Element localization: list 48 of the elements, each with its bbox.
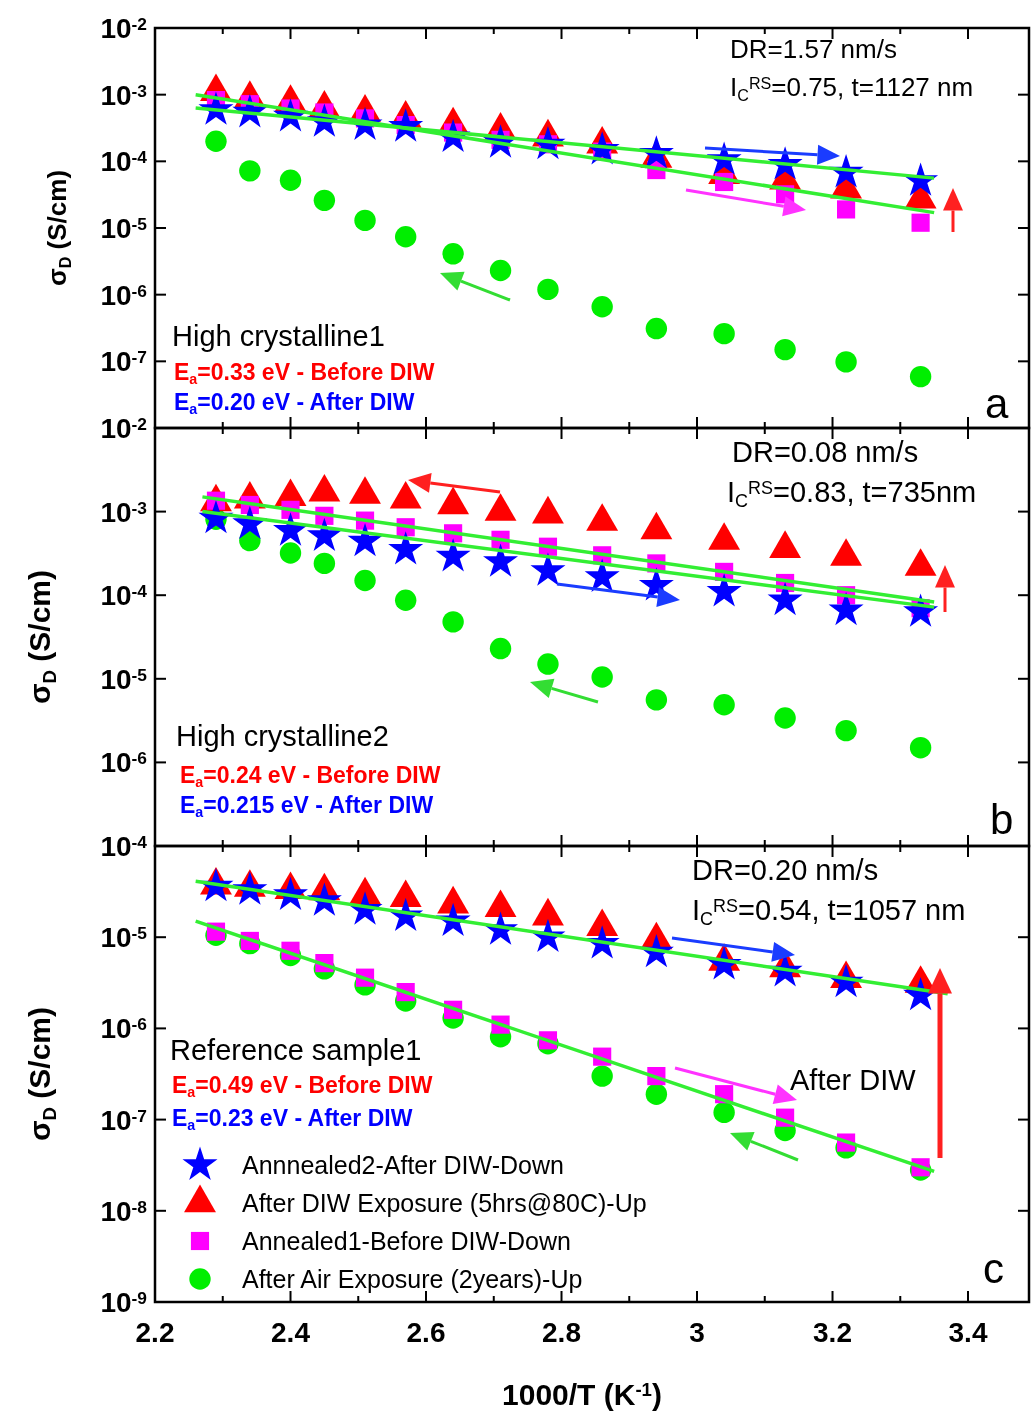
annotation: b (990, 796, 1014, 843)
legend-label: Annealed1-Before DIW-Down (242, 1227, 571, 1255)
annotation: E$_{a}$=0.49 eV - Before DIW (172, 1072, 433, 1101)
x-tick-label: 3.4 (948, 1317, 988, 1348)
annotation: Reference sample1 (170, 1034, 422, 1066)
legend-label: Annnealed2-After DIW-Down (242, 1151, 564, 1179)
annotation: After DIW (790, 1064, 917, 1096)
annotation: E$_{a}$=0.33 eV - Before DIW (174, 359, 435, 388)
y-tick-label: 10$^{-2}$ (100, 13, 147, 44)
x-tick-label: 2.8 (542, 1317, 581, 1348)
annotation: I$_{C}$$^{RS}$=0.75, t=1127 nm (730, 72, 974, 104)
annotation: DR=1.57 nm/s (730, 34, 897, 64)
x-tick-label: 2.6 (406, 1317, 446, 1348)
annotation: I$_{C}$$^{RS}$=0.54, t=1057 nm (692, 894, 966, 930)
x-tick-label: 2.4 (271, 1317, 311, 1348)
y-tick-label: 10$^{-4}$ (100, 146, 148, 178)
annotation: DR=0.20 nm/s (692, 854, 879, 886)
y-tick-label: 10$^{-6}$ (100, 1013, 148, 1045)
y-tick-label: 10$^{-7}$ (100, 346, 147, 378)
x-axis-title: 1000/T (K$^{-1}$) (502, 1378, 662, 1411)
annotation: E$_{a}$=0.20 eV - After DIW (174, 389, 415, 418)
annotation: I$_{C}$$^{RS}$=0.83, t=735nm (727, 476, 977, 512)
annotation: E$_{a}$=0.24 eV - Before DIW (180, 762, 441, 791)
y-tick-label: 10$^{-9}$ (100, 1287, 148, 1318)
legend-label: After Air Exposure (2years)-Up (242, 1265, 583, 1293)
annotation: High crystalline2 (176, 720, 389, 752)
x-tick-label: 3 (689, 1317, 705, 1348)
y-tick-label: 10$^{-6}$ (100, 747, 148, 779)
annotation: c (983, 1245, 1004, 1292)
y-tick-label: 10$^{-8}$ (100, 1195, 148, 1227)
y-tick-label: 10$^{-3}$ (100, 496, 148, 528)
annotation: E$_{a}$=0.215 eV - After DIW (180, 792, 434, 821)
y-tick-label: 10$^{-5}$ (100, 922, 148, 954)
annotation: E$_{a}$=0.23 eV - After DIW (172, 1105, 413, 1134)
y-tick-label: 10$^{-2}$ (100, 413, 147, 444)
annotation: High crystalline1 (172, 320, 385, 352)
y-tick-label: 10$^{-4}$ (100, 831, 148, 862)
y-tick-label: 10$^{-6}$ (100, 279, 148, 311)
y-tick-label: 10$^{-5}$ (100, 663, 148, 695)
y-tick-label: 10$^{-7}$ (100, 1104, 147, 1136)
annotation: a (985, 380, 1009, 427)
y-tick-label: 10$^{-3}$ (100, 79, 148, 111)
y-tick-label: 10$^{-5}$ (100, 213, 148, 244)
x-tick-label: 3.2 (813, 1317, 852, 1348)
x-tick-label: 2.2 (135, 1317, 175, 1348)
annotation: DR=0.08 nm/s (732, 436, 919, 468)
y-tick-label: 10$^{-4}$ (100, 580, 148, 612)
legend-label: After DIW Exposure (5hrs@80C)-Up (242, 1189, 647, 1217)
